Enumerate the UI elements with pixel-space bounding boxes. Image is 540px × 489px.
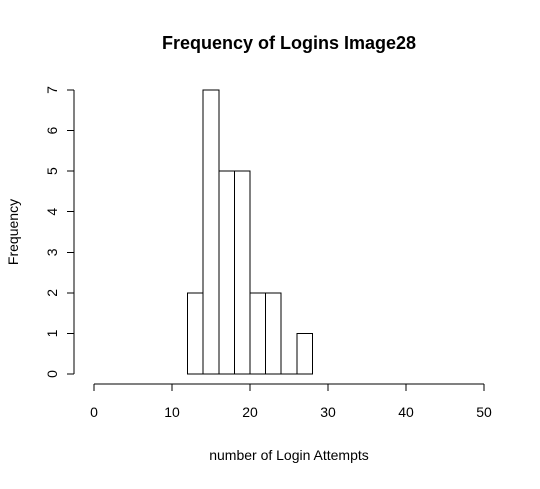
x-tick-label-4: 40 [398, 404, 414, 420]
y-tick-label-1: 1 [44, 329, 60, 337]
x-tick-label-0: 0 [90, 404, 98, 420]
x-axis-label: number of Login Attempts [209, 447, 369, 463]
y-tick-label-6: 6 [44, 126, 60, 134]
histogram-bars [187, 89, 313, 375]
x-tick-label-2: 20 [242, 404, 258, 420]
y-axis: 0 1 2 3 4 5 6 7 [44, 86, 75, 378]
y-tick-label-5: 5 [44, 167, 60, 175]
histogram-bar-4 [249, 292, 267, 375]
histogram-bar-0 [187, 292, 204, 375]
y-tick-label-7: 7 [44, 86, 60, 94]
histogram-bar-7 [296, 332, 313, 375]
histogram-bar-2 [218, 170, 235, 375]
y-axis-label: Frequency [5, 199, 21, 265]
x-tick-label-1: 10 [164, 404, 180, 420]
y-tick-label-0: 0 [44, 370, 60, 378]
x-axis: 0 10 20 30 40 50 [90, 383, 492, 420]
chart-title: Frequency of Logins Image28 [162, 33, 416, 53]
histogram-bar-3 [233, 170, 251, 375]
y-tick-label-2: 2 [44, 289, 60, 297]
y-tick-label-3: 3 [44, 248, 60, 256]
histogram-bar-5 [265, 292, 282, 375]
y-tick-label-4: 4 [44, 208, 60, 216]
x-tick-label-3: 30 [320, 404, 336, 420]
x-tick-label-5: 50 [476, 404, 492, 420]
histogram-bar-1 [202, 89, 220, 375]
